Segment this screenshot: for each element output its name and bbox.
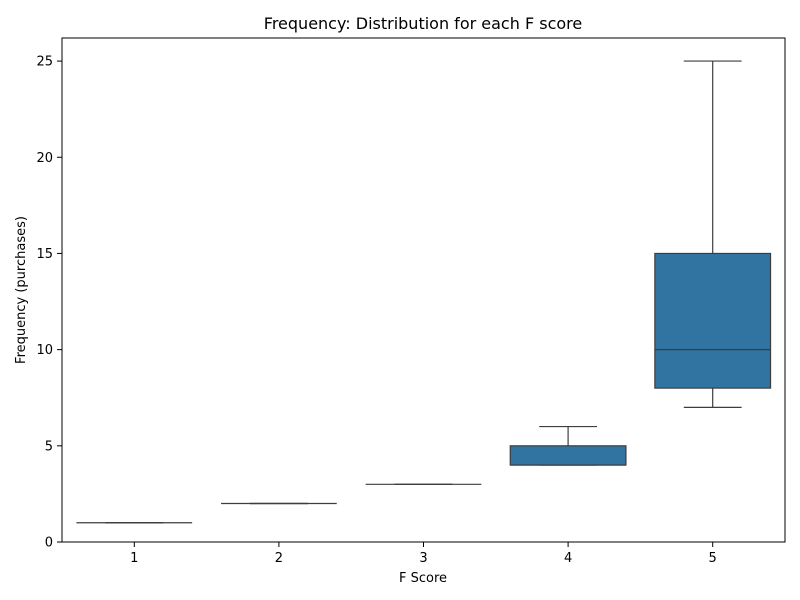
box-iqr bbox=[509, 445, 627, 466]
x-tick-label: 2 bbox=[275, 551, 283, 566]
y-tick-label: 10 bbox=[36, 343, 53, 358]
x-tick-label: 3 bbox=[419, 551, 427, 566]
box-iqr bbox=[654, 252, 772, 389]
chart-title: Frequency: Distribution for each F score bbox=[264, 14, 582, 33]
y-tick-label: 15 bbox=[36, 247, 53, 262]
x-axis-label: F Score bbox=[399, 571, 447, 586]
x-tick-label: 5 bbox=[709, 551, 717, 566]
y-axis-label: Frequency (purchases) bbox=[14, 216, 29, 364]
y-tick-label: 20 bbox=[36, 151, 53, 166]
x-tick-label: 4 bbox=[564, 551, 572, 566]
x-tick-label: 1 bbox=[130, 551, 138, 566]
y-tick-label: 5 bbox=[45, 439, 53, 454]
y-tick-label: 25 bbox=[36, 55, 53, 70]
y-axis: 0 5 10 15 20 25 bbox=[36, 55, 62, 551]
plot-area bbox=[76, 60, 772, 524]
box-group-5 bbox=[654, 60, 772, 408]
box-group-4 bbox=[509, 425, 627, 466]
x-axis: 1 2 3 4 5 bbox=[130, 542, 717, 566]
y-tick-label: 0 bbox=[45, 536, 53, 551]
